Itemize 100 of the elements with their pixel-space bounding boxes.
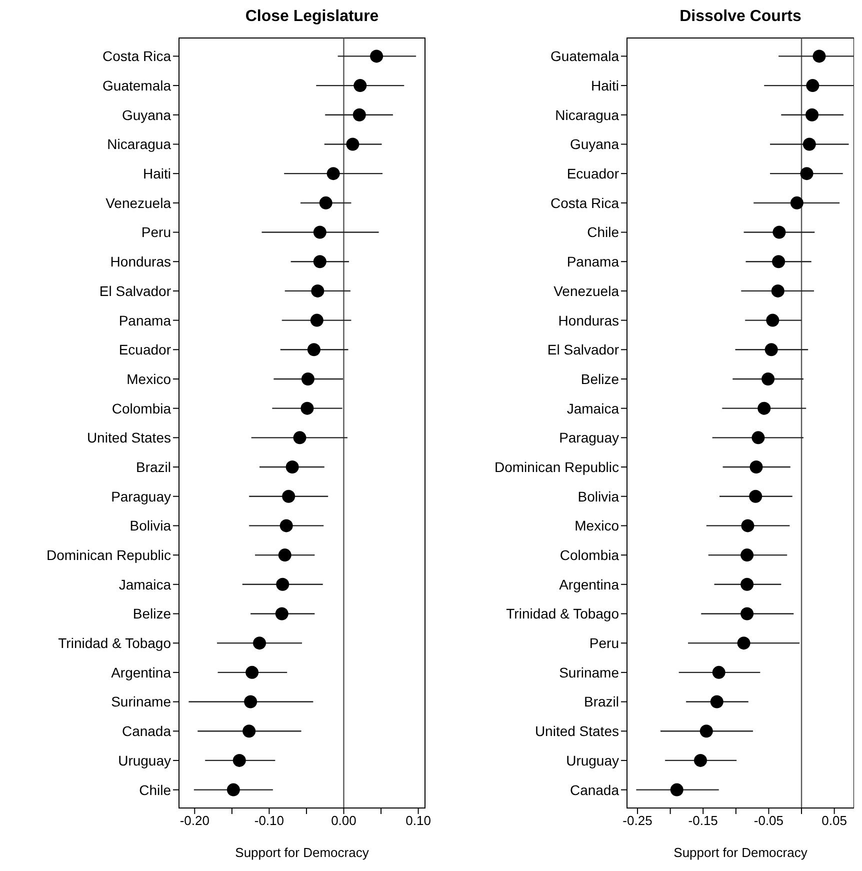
point	[802, 138, 816, 151]
y-tick-label: Haiti	[590, 78, 619, 94]
y-tick-label: Guatemala	[102, 78, 172, 94]
y-tick-label: Mexico	[126, 370, 172, 387]
y-tick-label: Bolivia	[130, 518, 172, 534]
x-tick-label: -0.05	[754, 813, 784, 828]
point	[311, 284, 324, 298]
x-axis-title: Support for Democracy	[235, 845, 370, 860]
point	[242, 724, 256, 738]
point	[737, 636, 750, 650]
point	[740, 548, 754, 562]
y-tick-label: United States	[86, 430, 171, 446]
y-tick-label: Costa Rica	[550, 194, 620, 211]
y-tick-label: Ecuador	[566, 166, 620, 182]
point	[370, 50, 384, 63]
point	[282, 490, 296, 503]
point	[354, 79, 367, 92]
y-tick-label: Paraguay	[111, 488, 171, 504]
point	[232, 754, 246, 767]
y-tick-label: El Salvador	[547, 342, 620, 358]
y-tick-label: Brazil	[584, 694, 619, 710]
y-tick-label: Panama	[118, 312, 172, 328]
y-tick-label: Suriname	[559, 664, 620, 680]
point	[772, 255, 786, 268]
y-tick-label: Jamaica	[118, 576, 172, 592]
y-tick-label: Honduras	[558, 312, 619, 328]
point	[300, 402, 314, 415]
y-tick-label: Peru	[589, 635, 619, 652]
x-tick-label: -0.20	[180, 813, 210, 828]
y-tick-label: Costa Rica	[102, 48, 172, 64]
y-tick-label: Trinidad & Tobago	[506, 606, 620, 622]
y-tick-label: Haiti	[142, 166, 171, 182]
y-tick-label: Brazil	[136, 458, 171, 475]
point	[762, 372, 775, 386]
y-tick-label: Chile	[587, 224, 620, 240]
y-tick-label: Colombia	[560, 547, 620, 564]
x-tick-label: 0.10	[406, 813, 431, 828]
point	[226, 783, 240, 796]
point	[790, 196, 804, 210]
point	[806, 108, 819, 122]
y-tick-label: Bolivia	[578, 488, 620, 504]
y-tick-label: Uruguay	[566, 752, 619, 768]
point	[319, 196, 332, 210]
y-tick-label: Guyana	[122, 106, 172, 123]
y-tick-label: Uruguay	[118, 752, 171, 768]
point	[346, 138, 360, 151]
y-tick-label: Dominican Republic	[46, 547, 171, 564]
x-tick-label: -0.10	[254, 813, 284, 828]
point	[750, 460, 763, 474]
point	[694, 754, 707, 767]
y-tick-label: Argentina	[559, 576, 620, 592]
x-axis-title: Support for Democracy	[674, 845, 808, 860]
point	[313, 226, 326, 239]
chart-title: Close Legislature	[244, 8, 380, 26]
y-tick-label: Paraguay	[559, 430, 619, 446]
point	[276, 578, 290, 591]
y-tick-label: Mexico	[574, 518, 620, 534]
y-tick-label: Argentina	[111, 664, 172, 680]
y-tick-label: Canada	[122, 723, 172, 740]
y-tick-label: Belize	[580, 370, 620, 387]
point	[310, 314, 324, 327]
point	[752, 431, 765, 444]
y-tick-label: Chile	[139, 782, 172, 798]
point	[800, 167, 814, 180]
point	[740, 578, 754, 591]
x-tick-label: -0.15	[688, 813, 718, 828]
chart-title: Dissolve Courts	[678, 8, 802, 26]
y-tick-label: Canada	[570, 782, 620, 798]
point	[710, 695, 724, 708]
y-tick-label: El Salvador	[99, 282, 172, 299]
point	[764, 343, 778, 356]
point	[771, 284, 784, 298]
y-tick-label: Colombia	[112, 400, 172, 416]
point	[670, 783, 684, 796]
point	[278, 548, 292, 562]
y-tick-label: Nicaragua	[107, 136, 172, 152]
point	[772, 226, 786, 239]
point	[246, 666, 259, 679]
point	[280, 519, 293, 532]
point	[806, 79, 820, 92]
y-tick-label: Suriname	[111, 694, 172, 710]
point	[275, 607, 288, 620]
point	[307, 343, 320, 356]
y-tick-label: Venezuela	[554, 282, 620, 299]
y-tick-label: Trinidad & Tobago	[58, 635, 172, 652]
y-tick-label: Jamaica	[566, 400, 620, 416]
y-tick-label: Belize	[132, 606, 172, 622]
point	[740, 607, 754, 620]
y-tick-label: Honduras	[110, 254, 171, 270]
point	[749, 490, 762, 503]
y-tick-label: Dominican Republic	[494, 458, 619, 475]
point	[253, 636, 266, 650]
point	[293, 431, 306, 444]
y-tick-label: Venezuela	[106, 194, 172, 211]
point	[326, 167, 340, 180]
point	[301, 372, 314, 386]
point	[352, 108, 366, 122]
point	[244, 695, 258, 708]
y-tick-label: Peru	[141, 224, 171, 240]
point	[286, 460, 299, 474]
